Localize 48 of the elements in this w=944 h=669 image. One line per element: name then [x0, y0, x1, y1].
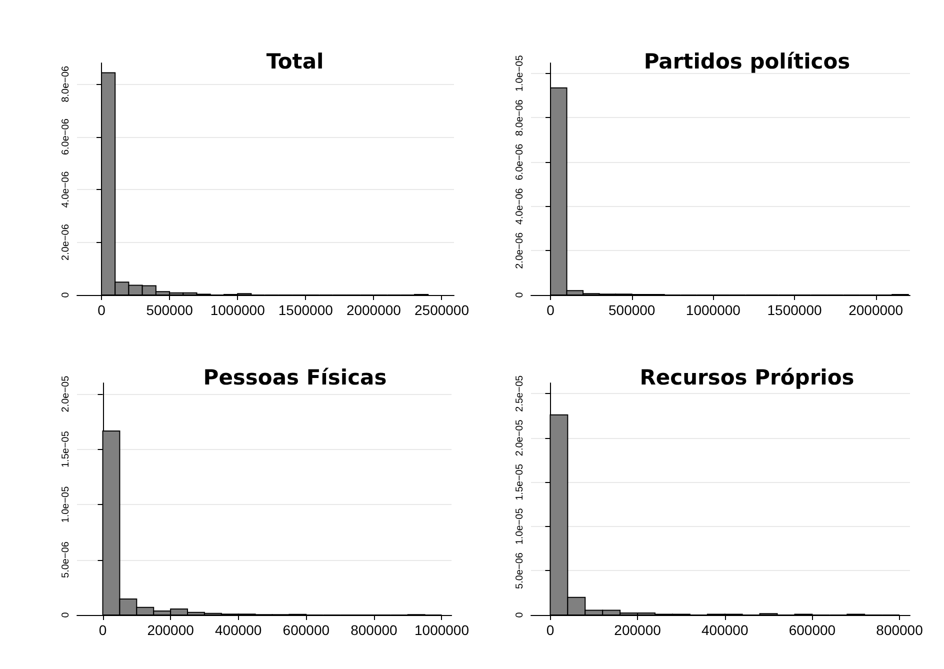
x-tick-label: 2000000 [346, 302, 402, 318]
y-tick-label: 0 [514, 292, 526, 298]
y-tick-label: 2.0e−06 [514, 232, 526, 269]
y-tick-label: 5.0e−06 [514, 552, 526, 589]
y-tick-label: 0 [60, 292, 72, 298]
x-tick-label: 1500000 [767, 302, 822, 318]
x-tick-label: 600000 [788, 622, 836, 638]
y-tick-label: 1.5e−05 [60, 430, 72, 468]
x-tick-label: 2000000 [848, 302, 904, 318]
y-tick-label: 1.5e−05 [514, 464, 526, 500]
chart-title: Partidos políticos [644, 50, 850, 74]
x-tick-label: 200000 [147, 622, 194, 638]
y-tick-label: 5.0e−06 [60, 541, 72, 578]
y-tick-label: 4.0e−06 [514, 188, 526, 225]
chart-title: Pessoas Físicas [203, 366, 387, 390]
x-tick-label: 1000000 [686, 302, 741, 318]
y-tick-label: 2.0e−05 [514, 419, 526, 456]
y-tick-label: 2.0e−05 [60, 375, 72, 412]
x-tick-label: 2500000 [414, 302, 470, 318]
y-tick-label: 1.0e−05 [60, 486, 72, 523]
y-tick-label: 1.0e−05 [514, 508, 526, 545]
x-tick-label: 400000 [215, 622, 262, 638]
x-tick-label: 800000 [350, 622, 398, 638]
y-tick-label: 6.0e−06 [514, 143, 526, 180]
x-tick-label: 0 [98, 622, 107, 638]
y-tick-label: 4.0e−06 [60, 170, 72, 208]
y-tick-label: 0 [60, 612, 72, 618]
chart-title: Total [266, 50, 324, 74]
x-tick-label: 800000 [876, 622, 924, 638]
x-tick-label: 200000 [614, 622, 662, 638]
x-tick-label: 400000 [702, 622, 748, 638]
y-tick-label: 6.0e−06 [60, 118, 72, 156]
x-tick-label: 500000 [608, 302, 656, 318]
x-tick-label: 0 [546, 302, 555, 318]
x-tick-label: 500000 [146, 302, 194, 318]
y-tick-label: 0 [514, 612, 526, 618]
y-tick-label: 1.0e−05 [514, 54, 526, 92]
x-tick-label: 1000000 [210, 302, 266, 318]
y-tick-label: 2.5e−05 [514, 374, 526, 412]
y-tick-label: 2.0e−06 [60, 224, 72, 260]
x-tick-label: 1000000 [414, 622, 470, 638]
y-tick-label: 8.0e−06 [60, 65, 72, 102]
x-tick-label: 0 [98, 302, 106, 318]
chart-title: Recursos Próprios [640, 366, 854, 390]
y-tick-label: 8.0e−06 [514, 99, 526, 136]
x-tick-label: 0 [546, 622, 554, 638]
x-tick-label: 600000 [282, 622, 330, 638]
x-tick-label: 1500000 [278, 302, 334, 318]
